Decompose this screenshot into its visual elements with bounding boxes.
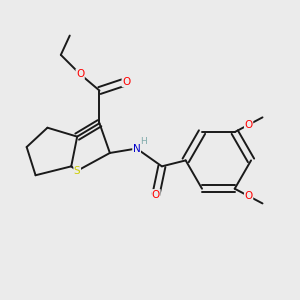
Text: S: S [74,166,80,176]
Text: H: H [140,137,147,146]
Text: O: O [244,120,253,130]
Text: O: O [152,190,160,200]
Text: O: O [122,76,130,87]
Text: N: N [133,143,140,154]
Text: O: O [244,191,253,201]
Text: O: O [76,69,84,79]
